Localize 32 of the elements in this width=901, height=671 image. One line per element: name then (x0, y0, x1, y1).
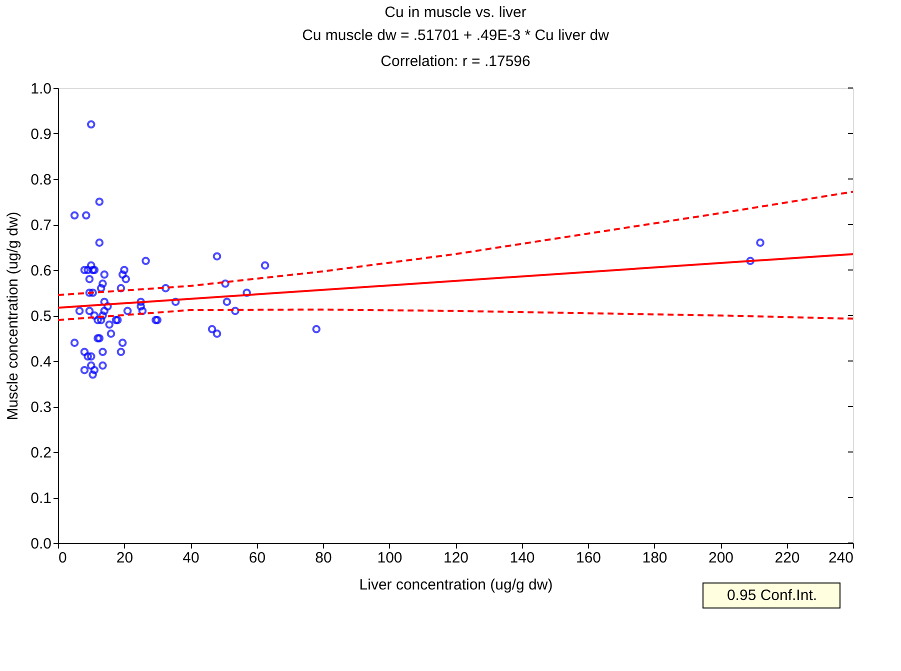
line-series (58, 308, 853, 322)
x-tick-label: 100 (377, 550, 402, 566)
chart-subtitle: Cu muscle dw = .51701 + .49E-3 * Cu liver dw (302, 27, 610, 44)
y-tick-label: 0.3 (30, 399, 52, 416)
y-tick-label: 0.1 (30, 490, 52, 507)
x-tick-label: 60 (248, 550, 266, 566)
x-tick-label: 200 (708, 550, 734, 566)
y-tick-label: 1.0 (30, 80, 52, 98)
y-tick-label: 0.0 (30, 536, 52, 552)
x-tick-label: 160 (576, 550, 602, 566)
y-tick-label: 0.2 (30, 444, 52, 462)
x-tick-label: 80 (315, 550, 332, 566)
y-axis-title: Muscle concentration (ug/g dw) (4, 212, 22, 420)
y-tick-label: 0.7 (30, 217, 52, 234)
x-tick-label: 0 (58, 550, 67, 566)
x-tick-label: 180 (642, 550, 668, 566)
x-tick-label: 240 (828, 550, 854, 566)
x-tick-label: 120 (443, 550, 469, 566)
x-tick-label: 220 (774, 550, 800, 566)
chart-title: Cu in muscle vs. liver (384, 4, 526, 21)
y-tick-label: 0.5 (30, 308, 52, 325)
x-tick-label: 40 (182, 550, 200, 566)
y-tick-label: 0.6 (30, 262, 52, 280)
y-tick-label: 0.8 (30, 172, 52, 188)
text: Correlation: r = .17596 (380, 53, 530, 70)
x-tick-label: 20 (116, 550, 134, 566)
x-axis-title: Liver concentration (ug/g dw) (359, 576, 553, 594)
y-tick-label: 0.4 (30, 354, 52, 370)
line-series (58, 190, 853, 296)
text: 0.95 Conf.Int. (726, 587, 818, 604)
y-tick-label: 0.9 (30, 126, 52, 143)
x-tick-label: 140 (510, 550, 535, 566)
